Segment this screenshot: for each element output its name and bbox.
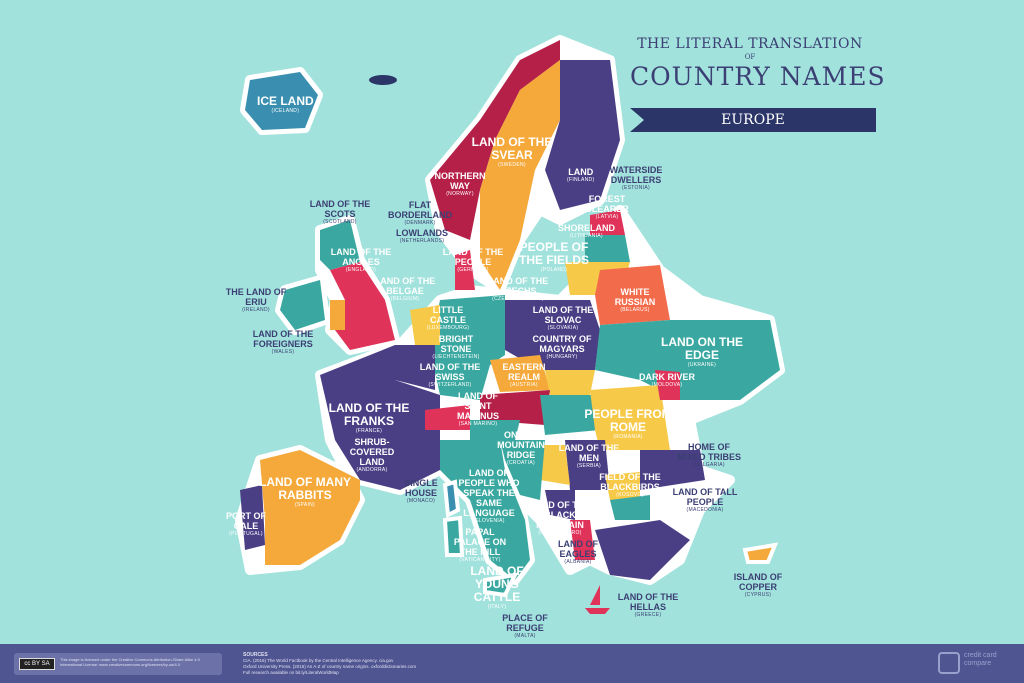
country-belgium bbox=[395, 345, 435, 390]
country-belarus bbox=[595, 265, 670, 325]
country-montenegro bbox=[545, 490, 575, 520]
country-slovakia bbox=[545, 370, 595, 395]
country-slovenia bbox=[470, 420, 520, 440]
country-spain bbox=[260, 450, 360, 565]
country-serbia bbox=[565, 440, 610, 490]
source-3[interactable]: Full research available on bit.ly/Litera… bbox=[243, 670, 339, 675]
map-title: THE LITERAL TRANSLATION OF COUNTRY NAMES bbox=[630, 36, 886, 92]
sources-title: SOURCES bbox=[243, 652, 268, 658]
cc-license-badge[interactable]: cc BY SA bbox=[19, 658, 55, 670]
country-netherlands bbox=[410, 305, 440, 345]
credit-card-compare-logo[interactable]: credit card compare bbox=[938, 652, 1024, 674]
logo-icon bbox=[938, 652, 960, 674]
whale-icon bbox=[369, 75, 397, 85]
title-line-3: COUNTRY NAMES bbox=[630, 62, 886, 91]
country-macedonia bbox=[610, 495, 650, 520]
country-czech bbox=[490, 355, 550, 392]
country-croatia bbox=[500, 440, 545, 500]
country-albania bbox=[570, 520, 595, 560]
country-england bbox=[330, 262, 395, 350]
island-sicily bbox=[483, 572, 519, 598]
logo-text: credit card compare bbox=[964, 652, 997, 667]
license-box: cc BY SA This image is licensed under th… bbox=[14, 653, 222, 675]
source-2: Oxford University Press. (2016) An A-Z o… bbox=[243, 664, 417, 669]
country-ukraine bbox=[595, 320, 780, 400]
country-austria bbox=[480, 390, 550, 425]
country-kosovo bbox=[605, 472, 640, 500]
island-corsica bbox=[442, 479, 461, 519]
license-text: This image is licensed under the Creativ… bbox=[60, 657, 200, 667]
country-ireland bbox=[280, 280, 325, 330]
country-finland bbox=[545, 60, 620, 210]
country-scotland bbox=[320, 220, 360, 270]
country-poland bbox=[505, 300, 600, 370]
country-portugal bbox=[240, 485, 265, 550]
country-hungary bbox=[540, 395, 600, 435]
country-wales bbox=[330, 300, 345, 330]
island-sardinia bbox=[442, 515, 465, 557]
country-germany bbox=[430, 295, 505, 400]
region-banner: EUROPE bbox=[630, 108, 876, 132]
country-switzerland bbox=[425, 405, 470, 430]
island-cyprus bbox=[742, 542, 779, 564]
country-greece bbox=[595, 520, 690, 580]
country-italy bbox=[440, 440, 530, 580]
title-line-2: OF bbox=[744, 53, 756, 61]
title-line-1: THE LITERAL TRANSLATION bbox=[637, 36, 863, 52]
country-denmark bbox=[455, 250, 475, 290]
country-sweden bbox=[480, 60, 560, 290]
source-1: CIA. (2016) The World Factbook by the Ce… bbox=[243, 658, 394, 663]
country-iceland bbox=[245, 72, 318, 130]
country-france bbox=[320, 345, 440, 490]
sailboat-icon bbox=[585, 585, 610, 614]
country-moldova bbox=[655, 370, 680, 400]
footer: cc BY SA This image is licensed under th… bbox=[0, 644, 1024, 683]
sources: SOURCES CIA. (2016) The World Factbook b… bbox=[243, 652, 416, 676]
country-estonia bbox=[590, 210, 625, 235]
country-latvia bbox=[585, 235, 630, 262]
country-romania bbox=[590, 385, 670, 450]
country-bulgaria bbox=[640, 450, 705, 490]
europe-map bbox=[235, 35, 785, 614]
